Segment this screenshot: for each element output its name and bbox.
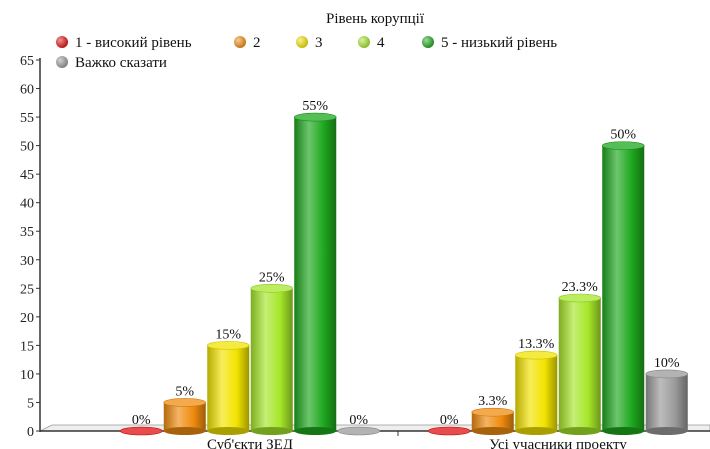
legend-marker — [296, 36, 308, 48]
y-tick-label: 0 — [27, 425, 34, 440]
y-tick-label: 55 — [20, 111, 34, 126]
bar — [163, 398, 207, 435]
bar-body — [163, 402, 206, 431]
bar-body — [558, 298, 601, 431]
legend-title: Рівень корупції — [326, 11, 425, 27]
data-labels: 0% 5% 15% 25% 55% 0% 0% 3.3% 13.3% 23.3% 50% 10% — [132, 99, 680, 428]
bar-body — [250, 288, 293, 431]
legend-item: Важко сказати — [56, 55, 167, 71]
legend-marker — [358, 36, 370, 48]
bar — [601, 141, 645, 435]
legend-item: 2 — [234, 35, 261, 51]
bar-base — [294, 427, 337, 435]
bar-base — [515, 427, 558, 435]
legend-item: 3 — [296, 35, 323, 51]
bar-body — [471, 412, 514, 431]
bar-base — [471, 427, 514, 435]
bar — [250, 284, 294, 435]
x-tick-label: Суб'єкти ЗЕД — [207, 437, 293, 449]
y-tick-label: 25 — [20, 282, 34, 297]
bar-body — [294, 117, 337, 432]
data-label: 15% — [215, 327, 241, 342]
data-label: 23.3% — [562, 280, 599, 295]
data-label: 0% — [132, 413, 151, 428]
data-label: 13.3% — [518, 337, 555, 352]
bars — [119, 112, 689, 436]
legend-item: 1 - високий рівень — [56, 35, 192, 51]
y-tick-label: 5 — [27, 396, 34, 411]
data-label: 50% — [610, 128, 636, 143]
bar — [293, 112, 337, 435]
y-tick-label: 60 — [20, 83, 34, 98]
bar-top — [337, 426, 381, 436]
bar-top — [645, 369, 689, 379]
bar — [558, 293, 602, 435]
bar — [119, 426, 163, 436]
data-label: 0% — [349, 413, 368, 428]
bar — [645, 369, 689, 435]
y-tick-label: 10 — [20, 368, 34, 383]
bar-body — [515, 355, 558, 431]
bar-body — [207, 345, 250, 431]
legend-label: Важко сказати — [75, 55, 167, 71]
y-tick-label: 50 — [20, 140, 34, 155]
data-label: 10% — [654, 356, 680, 371]
bar-base — [645, 427, 688, 435]
bar-top — [119, 426, 163, 436]
bar-base — [558, 427, 601, 435]
legend-marker — [56, 36, 68, 48]
bar-body — [645, 373, 688, 431]
bar-top — [514, 350, 558, 360]
bar — [514, 350, 558, 435]
bar-base — [163, 427, 206, 435]
legend-label: 1 - високий рівень — [75, 35, 192, 51]
y-tick-label: 40 — [20, 197, 34, 212]
x-tick-label: Усі учасники проекту — [489, 437, 627, 449]
bar-top — [601, 141, 645, 150]
bar — [427, 426, 471, 436]
legend: Рівень корупції 1 - високий рівень 2 3 4 5 - … — [56, 11, 557, 71]
legend-marker — [234, 36, 246, 48]
legend-marker — [56, 56, 68, 68]
legend-marker — [422, 36, 434, 48]
y-tick-label: 20 — [20, 311, 34, 326]
bar-top — [250, 284, 294, 293]
data-label: 55% — [302, 99, 328, 114]
data-label: 5% — [175, 384, 194, 399]
data-label: 25% — [259, 270, 285, 285]
bar-top — [427, 426, 471, 436]
legend-label: 5 - низький рівень — [441, 35, 557, 51]
bar-top — [558, 293, 602, 303]
legend-item: 4 — [358, 35, 385, 51]
legend-item: 5 - низький рівень — [422, 35, 557, 51]
data-label: 0% — [440, 413, 459, 428]
bar — [206, 341, 250, 435]
legend-label: 3 — [315, 35, 323, 51]
bar-top — [163, 398, 207, 407]
bar-body — [602, 145, 645, 431]
legend-label: 2 — [253, 35, 261, 51]
data-label: 3.3% — [478, 394, 508, 409]
bar-top — [293, 112, 337, 122]
y-tick-label: 65 — [20, 54, 34, 69]
y-tick-label: 30 — [20, 254, 34, 269]
bar-top — [206, 341, 250, 350]
y-tick-label: 15 — [20, 339, 34, 354]
bar — [337, 426, 381, 436]
bar-base — [250, 427, 293, 435]
y-tick-label: 45 — [20, 168, 34, 183]
bar-top — [471, 407, 515, 417]
bar-base — [207, 427, 250, 435]
bar — [471, 407, 515, 435]
bar-base — [602, 427, 645, 435]
legend-label: 4 — [377, 35, 385, 51]
y-tick-label: 35 — [20, 225, 34, 240]
